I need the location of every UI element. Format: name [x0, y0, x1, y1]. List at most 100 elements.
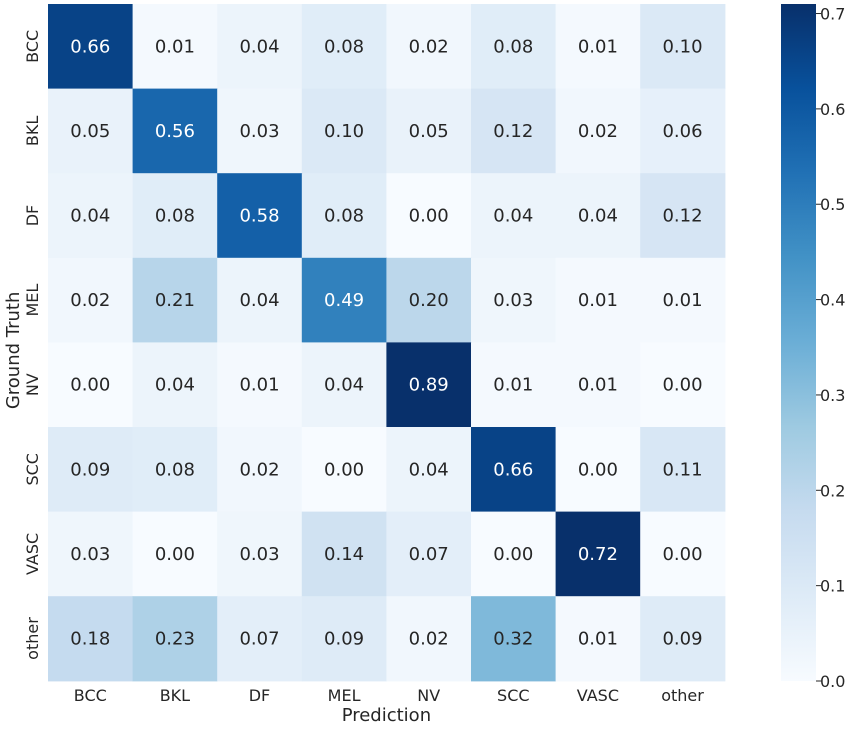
- cell-value-label: 0.05: [409, 121, 449, 142]
- heatmap-cell: [640, 173, 726, 259]
- heatmap-cell: [555, 4, 641, 90]
- y-axis-tick-labels: BCC BKL DF MEL NV SCC VASC other: [23, 30, 42, 660]
- y-tick-label: BKL: [23, 116, 42, 146]
- heatmap-cell: [217, 342, 303, 428]
- colorbar-tick-label: 0.0: [820, 672, 845, 691]
- x-tick-label: VASC: [577, 686, 619, 705]
- heatmap-cell: [640, 342, 726, 428]
- cell-value-label: 0.05: [70, 121, 110, 142]
- heatmap-cell: [301, 342, 387, 428]
- cell-value-label: 0.00: [578, 459, 618, 480]
- cell-value-label: 0.02: [409, 36, 449, 57]
- cell-value-label: 0.00: [409, 206, 449, 227]
- cell-value-label: 0.11: [662, 459, 702, 480]
- heatmap-cell: [217, 257, 303, 343]
- heatmap-cell: [555, 342, 641, 428]
- cell-value-label: 0.04: [324, 375, 364, 396]
- x-axis-title: Prediction: [342, 705, 431, 726]
- heatmap-cell-labels: 0.66 0.01 0.04 0.08 0.02 0.08 0.01 0.10 0.05 0.56…: [70, 36, 702, 649]
- x-tick-label: other: [661, 686, 704, 705]
- cell-value-label: 0.08: [493, 36, 533, 57]
- y-tick-label: MEL: [23, 284, 42, 317]
- cell-value-label: 0.10: [324, 121, 364, 142]
- heatmap-cell: [555, 88, 641, 174]
- cell-value-label: 0.04: [239, 36, 279, 57]
- heatmap-cell: [301, 511, 387, 597]
- cell-value-label: 0.09: [70, 459, 110, 480]
- cell-value-label: 0.56: [155, 121, 195, 142]
- colorbar-tick-label: 0.3: [820, 386, 845, 405]
- heatmap-cell: [217, 511, 303, 597]
- colorbar-tick-label: 0.6: [820, 100, 845, 119]
- cell-value-label: 0.07: [409, 544, 449, 565]
- y-tick-label: BCC: [23, 30, 42, 63]
- cell-value-label: 0.14: [324, 544, 364, 565]
- x-tick-label: MEL: [328, 686, 361, 705]
- cell-value-label: 0.89: [409, 375, 449, 396]
- heatmap-cell: [555, 257, 641, 343]
- cell-value-label: 0.04: [578, 206, 618, 227]
- cell-value-label: 0.10: [662, 36, 702, 57]
- heatmap-cell: [471, 511, 557, 597]
- x-tick-label: SCC: [497, 686, 530, 705]
- heatmap-cell: [301, 257, 387, 343]
- cell-value-label: 0.00: [493, 544, 533, 565]
- cell-value-label: 0.09: [324, 629, 364, 650]
- heatmap-cell: [386, 257, 472, 343]
- cell-value-label: 0.03: [70, 544, 110, 565]
- cell-value-label: 0.03: [239, 121, 279, 142]
- y-tick-label: NV: [23, 373, 42, 396]
- heatmap-cell: [471, 173, 557, 259]
- cell-value-label: 0.23: [155, 629, 195, 650]
- heatmap-cell: [217, 427, 303, 513]
- heatmap-cell: [48, 257, 134, 343]
- heatmap-cell: [640, 596, 726, 682]
- heatmap-cell: [640, 257, 726, 343]
- cell-value-label: 0.08: [324, 36, 364, 57]
- heatmap-cell: [386, 88, 472, 174]
- y-tick-label: DF: [23, 205, 42, 227]
- y-tick-label: VASC: [23, 533, 42, 575]
- heatmap-cell: [386, 342, 472, 428]
- cell-value-label: 0.32: [493, 629, 533, 650]
- x-tick-label: DF: [249, 686, 271, 705]
- heatmap-cell: [386, 4, 472, 90]
- heatmap-cell: [555, 427, 641, 513]
- cell-value-label: 0.49: [324, 290, 364, 311]
- cell-value-label: 0.01: [578, 36, 618, 57]
- heatmap-cell: [132, 173, 218, 259]
- cell-value-label: 0.03: [239, 544, 279, 565]
- cell-value-label: 0.08: [324, 206, 364, 227]
- heatmap-cell: [48, 511, 134, 597]
- cell-value-label: 0.12: [662, 206, 702, 227]
- heatmap-cell: [132, 88, 218, 174]
- heatmap-cell: [132, 511, 218, 597]
- cell-value-label: 0.12: [493, 121, 533, 142]
- cell-value-label: 0.01: [155, 36, 195, 57]
- y-axis-title: Ground Truth: [3, 292, 24, 410]
- cell-value-label: 0.01: [239, 375, 279, 396]
- heatmap-cells: [48, 4, 726, 682]
- cell-value-label: 0.04: [493, 206, 533, 227]
- cell-value-label: 0.02: [70, 290, 110, 311]
- x-tick-label: BCC: [74, 686, 107, 705]
- cell-value-label: 0.00: [662, 375, 702, 396]
- cell-value-label: 0.01: [578, 375, 618, 396]
- heatmap-cell: [555, 173, 641, 259]
- cell-value-label: 0.08: [155, 459, 195, 480]
- heatmap-cell: [132, 596, 218, 682]
- cell-value-label: 0.08: [155, 206, 195, 227]
- x-tick-label: BKL: [160, 686, 190, 705]
- heatmap-cell: [132, 342, 218, 428]
- colorbar-tick-label: 0.2: [820, 481, 845, 500]
- cell-value-label: 0.72: [578, 544, 618, 565]
- heatmap-cell: [471, 4, 557, 90]
- heatmap-cell: [386, 173, 472, 259]
- heatmap-cell: [301, 427, 387, 513]
- heatmap-cell: [217, 173, 303, 259]
- cell-value-label: 0.03: [493, 290, 533, 311]
- cell-value-label: 0.07: [239, 629, 279, 650]
- x-axis-tick-labels: BCC BKL DF MEL NV SCC VASC other: [74, 686, 704, 705]
- cell-value-label: 0.00: [70, 375, 110, 396]
- cell-value-label: 0.04: [155, 375, 195, 396]
